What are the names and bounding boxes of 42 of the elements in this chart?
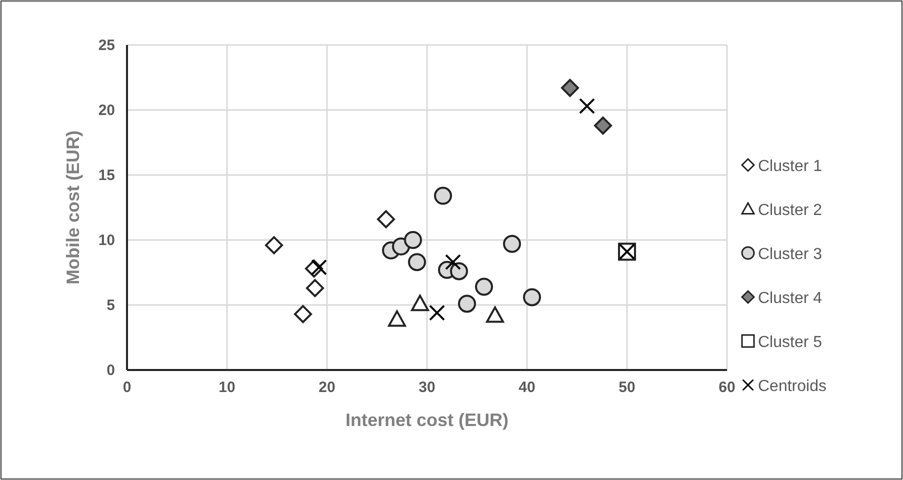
x-tick-label: 30	[418, 379, 436, 396]
y-tick-label: 20	[98, 102, 115, 119]
point	[294, 305, 312, 324]
point	[265, 236, 283, 254]
point	[475, 278, 493, 296]
legend-label: Cluster 1	[758, 158, 822, 175]
point	[486, 306, 504, 323]
y-axis-title: Mobile cost (EUR)	[63, 130, 83, 285]
point	[503, 234, 521, 253]
point	[311, 259, 327, 276]
x-tick-label: 20	[318, 379, 336, 396]
legend-label: Cluster 5	[758, 334, 822, 351]
y-tick-label: 0	[106, 362, 115, 379]
x-tick-label: 40	[518, 379, 536, 396]
point	[404, 231, 422, 249]
point	[450, 262, 468, 280]
point	[561, 78, 579, 97]
point	[434, 186, 452, 205]
x-tick-label: 0	[122, 379, 132, 396]
legend-label: Cluster 3	[758, 246, 822, 263]
point	[306, 279, 324, 298]
y-tick-label: 25	[98, 37, 115, 54]
legend-label: Cluster 2	[758, 202, 822, 219]
legend-label: Cluster 4	[758, 290, 822, 307]
x-tick-label: 10	[218, 379, 236, 396]
point	[408, 253, 426, 272]
x-axis-title: Internet cost (EUR)	[345, 410, 509, 430]
point	[594, 116, 612, 135]
y-tick-label: 15	[98, 167, 115, 184]
point	[579, 98, 595, 114]
legend-label: Centroids	[758, 378, 826, 395]
point	[388, 310, 406, 327]
y-tick-label: 10	[98, 232, 115, 249]
y-tick-label: 5	[106, 297, 115, 314]
point	[411, 294, 429, 312]
point	[429, 304, 445, 321]
point	[377, 210, 395, 228]
x-tick-label: 60	[718, 379, 736, 396]
x-tick-label: 50	[618, 379, 636, 396]
point	[445, 254, 461, 270]
point	[458, 294, 476, 313]
point	[523, 288, 541, 306]
